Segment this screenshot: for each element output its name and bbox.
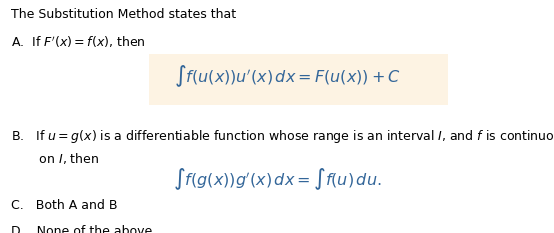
Text: D.   None of the above: D. None of the above	[11, 225, 152, 233]
Text: $\int f(g(x))g^{\prime}(x)\,dx = \int f(u)\,du.$: $\int f(g(x))g^{\prime}(x)\,dx = \int f(…	[173, 166, 381, 192]
Text: A.  If $F^{\prime}(x) = f(x)$, then: A. If $F^{\prime}(x) = f(x)$, then	[11, 35, 146, 50]
Text: C.   Both A and B: C. Both A and B	[11, 199, 117, 212]
Text: B.   If $u = g(x)$ is a differentiable function whose range is an interval $I$, : B. If $u = g(x)$ is a differentiable fun…	[11, 128, 554, 145]
Text: $\int f(u(x))u^{\prime}(x)\,dx = F(u(x)) + C$: $\int f(u(x))u^{\prime}(x)\,dx = F(u(x))…	[175, 63, 401, 89]
Text: on $I$, then: on $I$, then	[11, 151, 99, 166]
FancyBboxPatch shape	[150, 54, 448, 105]
Text: The Substitution Method states that: The Substitution Method states that	[11, 8, 236, 21]
